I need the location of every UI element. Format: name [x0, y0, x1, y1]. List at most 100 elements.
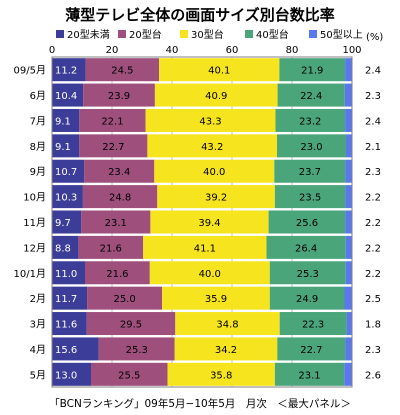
- bar-segment-2: [145, 108, 276, 132]
- data-label: 11.2: [55, 66, 77, 77]
- data-label: 43.3: [199, 116, 221, 127]
- data-label: 2.2: [365, 193, 381, 204]
- bar-segment-2: [149, 261, 270, 285]
- data-label: 40.1: [208, 66, 230, 77]
- bar-segment-0: [52, 261, 85, 285]
- data-label: 23.1: [298, 370, 320, 381]
- category-label: 3月: [30, 319, 46, 331]
- data-label: 9.1: [55, 116, 71, 127]
- bar-segment-2: [143, 235, 267, 259]
- bar-segment-0: [52, 312, 87, 336]
- data-label: 39.4: [198, 218, 220, 229]
- bar-segment-1: [78, 235, 144, 259]
- data-label: 24.9: [296, 294, 318, 305]
- data-label: 2.3: [365, 345, 381, 356]
- unit-label: (%): [366, 32, 383, 43]
- bar-segment-4: [345, 235, 353, 259]
- legend-label-4: 50型以上: [320, 28, 363, 41]
- x-tick-label: 80: [286, 45, 299, 56]
- chart-footer: 「BCNランキング」09年5月−10年5月 月次 ＜最大パネル＞: [49, 398, 351, 410]
- data-label: 23.4: [108, 167, 130, 178]
- data-label: 13.0: [55, 370, 77, 381]
- bar-segment-2: [157, 185, 275, 209]
- data-label: 23.1: [105, 218, 127, 229]
- data-label: 23.5: [299, 193, 321, 204]
- data-label: 2.4: [365, 116, 381, 127]
- data-label: 22.4: [300, 91, 322, 102]
- x-tick-label: 40: [166, 45, 179, 56]
- bar-segment-1: [86, 312, 176, 336]
- data-label: 23.9: [108, 91, 130, 102]
- category-label: 6月: [30, 90, 46, 102]
- bar-segment-1: [85, 58, 160, 82]
- data-label: 2.1: [365, 142, 381, 153]
- bar-segment-0: [52, 210, 82, 234]
- chart-title: 薄型テレビ全体の画面サイズ別台数比率: [65, 6, 335, 24]
- data-label: 26.4: [295, 243, 317, 254]
- bar-segment-0: [52, 362, 91, 386]
- bar-segment-4: [345, 108, 353, 132]
- data-label: 34.8: [216, 320, 238, 331]
- data-label: 40.0: [203, 167, 225, 178]
- data-label: 2.5: [365, 294, 381, 305]
- bar-segment-1: [91, 362, 168, 386]
- category-label: 2月: [30, 293, 46, 305]
- data-label: 15.6: [55, 345, 77, 356]
- data-label: 40.0: [199, 269, 221, 280]
- bar-segment-1: [85, 261, 150, 285]
- bar-segment-1: [98, 337, 175, 361]
- category-label: 5月: [30, 369, 46, 381]
- x-tick-label: 20: [106, 45, 119, 56]
- bar-segment-4: [345, 185, 352, 209]
- data-label: 29.5: [120, 320, 142, 331]
- bar-segment-3: [275, 108, 346, 132]
- data-label: 10.4: [55, 91, 77, 102]
- bar-segment-2: [147, 134, 277, 158]
- bar-segment-2: [154, 159, 275, 183]
- data-label: 1.8: [365, 320, 381, 331]
- data-label: 25.0: [113, 294, 135, 305]
- bar-segment-3: [279, 58, 346, 82]
- bar-segment-1: [87, 286, 163, 310]
- data-label: 9.1: [55, 142, 71, 153]
- data-label: 43.2: [201, 142, 223, 153]
- bar-segment-2: [159, 58, 280, 82]
- bar-segment-1: [82, 185, 158, 209]
- category-label: 11月: [23, 217, 46, 229]
- data-label: 2.6: [365, 370, 381, 381]
- bar-segment-4: [345, 261, 353, 285]
- bar-segment-3: [269, 286, 345, 310]
- category-label: 8月: [30, 141, 46, 153]
- bar-segment-3: [277, 134, 346, 158]
- bar-segment-0: [52, 235, 79, 259]
- bar-segment-2: [167, 362, 275, 386]
- bar-segment-0: [52, 159, 85, 183]
- legend-swatch-0: [56, 30, 64, 38]
- bar-segment-0: [52, 185, 83, 209]
- legend-swatch-2: [180, 30, 188, 38]
- data-label: 25.3: [297, 269, 319, 280]
- data-label: 22.1: [101, 116, 123, 127]
- bar-segment-4: [346, 134, 353, 158]
- x-tick-label: 100: [342, 45, 361, 56]
- bar-segment-4: [345, 58, 353, 82]
- data-label: 24.8: [109, 193, 131, 204]
- bar-segment-1: [79, 134, 148, 158]
- bar-segment-3: [279, 312, 347, 336]
- data-label: 2.4: [365, 66, 381, 77]
- data-label: 25.3: [126, 345, 148, 356]
- data-label: 35.8: [210, 370, 232, 381]
- data-label: 41.1: [194, 243, 216, 254]
- data-label: 2.2: [365, 218, 381, 229]
- bar-segment-3: [269, 261, 346, 285]
- bar-segment-1: [83, 83, 155, 107]
- data-label: 40.9: [205, 91, 227, 102]
- data-label: 23.0: [300, 142, 322, 153]
- data-label: 39.2: [205, 193, 227, 204]
- data-label: 25.5: [118, 370, 140, 381]
- data-label: 11.0: [55, 269, 77, 280]
- data-label: 2.3: [365, 91, 381, 102]
- bar-segment-3: [266, 235, 346, 259]
- plot-border: [51, 56, 353, 388]
- category-label: 09/5月: [14, 65, 46, 77]
